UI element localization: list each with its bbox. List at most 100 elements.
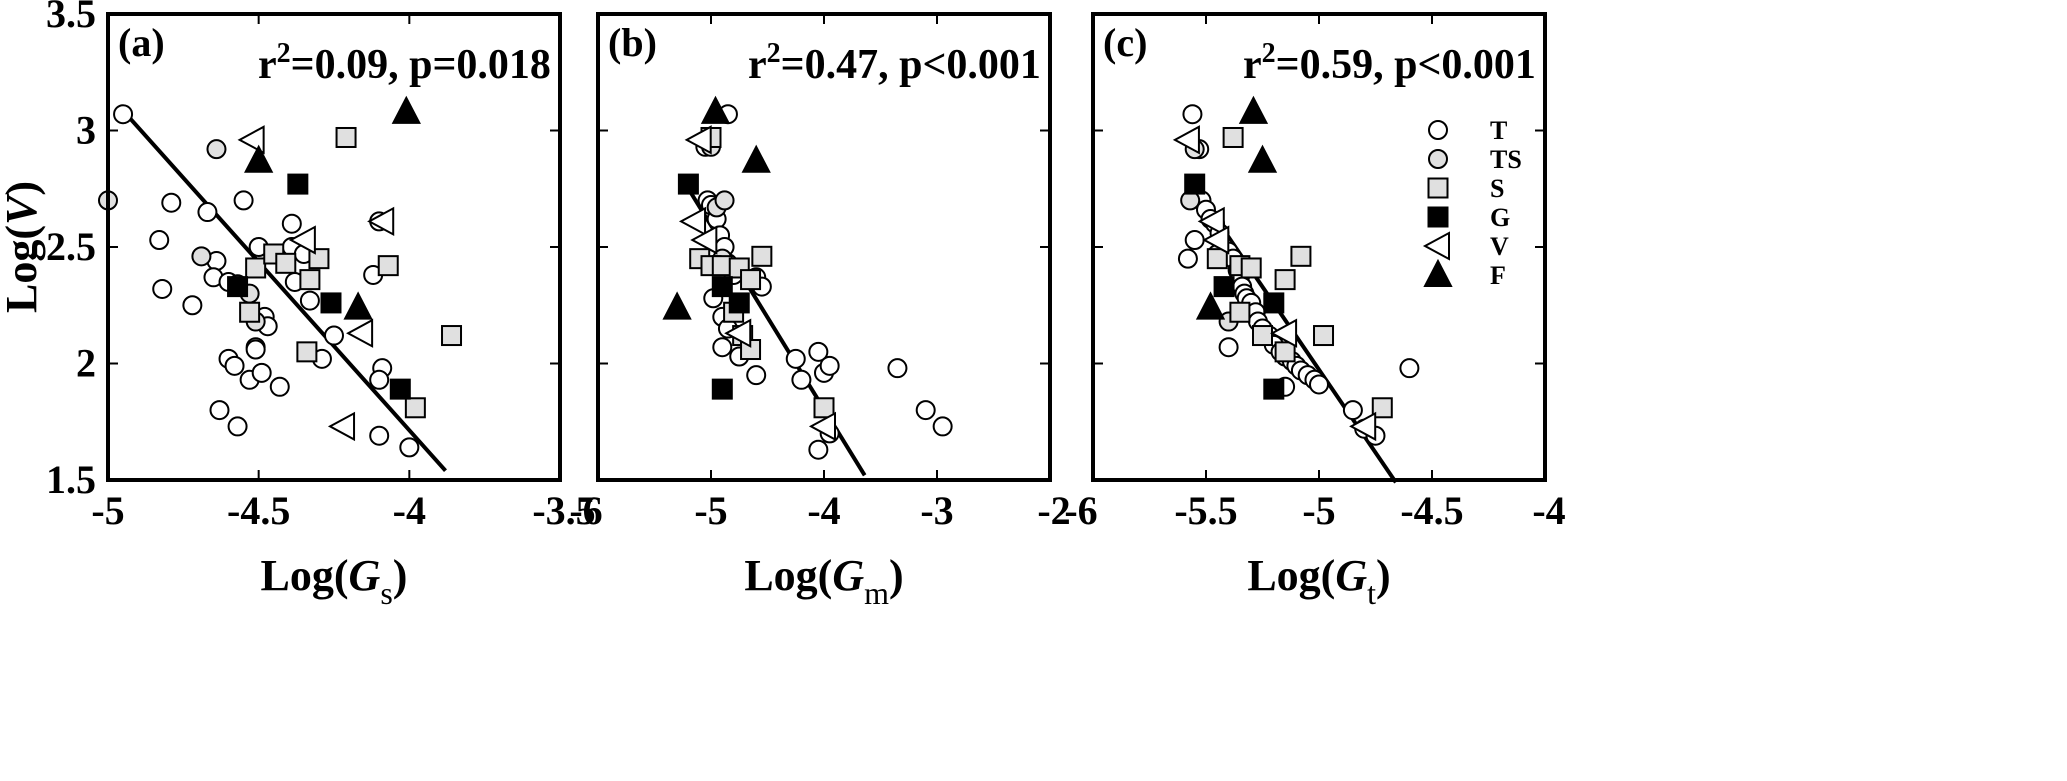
legend-label: T (1490, 116, 1507, 145)
x-tick-label: -4 (393, 488, 426, 533)
stat-r: r (748, 42, 767, 88)
point-v (808, 411, 836, 442)
x-tick-label: -3.5 (532, 488, 595, 533)
legend-marker-s (1427, 177, 1449, 199)
stat-text: =0.47, p<0.001 (781, 42, 1041, 88)
point-t (1177, 248, 1198, 269)
point-v (678, 206, 707, 237)
point-s (1313, 325, 1335, 347)
point-t (299, 290, 320, 311)
point-v (1172, 125, 1200, 155)
point-t (399, 437, 420, 458)
point-t (152, 278, 173, 299)
point-t (324, 325, 344, 346)
point-v (346, 318, 374, 348)
point-g (677, 173, 699, 195)
point-f (244, 144, 274, 173)
x-tick-label: -5.5 (1174, 488, 1237, 533)
x-tick-label: -4 (1532, 488, 1565, 533)
stat-text: =0.09, p=0.018 (291, 42, 551, 88)
plot-frame (1091, 12, 1547, 482)
point-s (404, 397, 426, 419)
point-t (785, 348, 806, 369)
plot-frame (596, 12, 1052, 482)
point-v (690, 225, 718, 255)
point-f (1238, 95, 1269, 124)
point-s (1222, 126, 1244, 148)
y-tick-label: 1.5 (46, 457, 96, 502)
point-t (791, 369, 812, 390)
point-s (751, 245, 773, 267)
legend-label: F (1490, 261, 1506, 290)
stat-annotation: r2=0.59, p<0.001 (1243, 38, 1536, 88)
legend-marker-g (1427, 206, 1449, 228)
legend-marker-t (1428, 120, 1448, 140)
x-tick-label: -6 (569, 488, 602, 533)
point-v (237, 125, 265, 155)
x-axis-title: Log(Gs) (261, 551, 408, 611)
point-g (320, 292, 342, 314)
point-f (662, 291, 692, 320)
point-v (327, 411, 356, 442)
legend-label: V (1490, 232, 1509, 261)
y-tick-label: 3 (76, 108, 96, 153)
point-t (1182, 104, 1203, 125)
x-tick-label: -5 (91, 488, 124, 533)
point-t (224, 355, 245, 376)
stat-sup: 2 (767, 38, 781, 69)
point-g (1184, 173, 1206, 195)
stat-annotation: r2=0.09, p=0.018 (258, 38, 551, 88)
y-axis-title: Log(V) (0, 181, 46, 313)
series-v (678, 125, 836, 442)
panel-label: (a) (118, 20, 165, 65)
stat-sup: 2 (1262, 38, 1276, 69)
point-g (389, 378, 411, 400)
point-g (287, 173, 309, 195)
x-axis-title: Log(Gm) (744, 551, 903, 611)
series-f (662, 95, 771, 320)
x-tick-label: -3 (920, 488, 953, 533)
point-s (1290, 245, 1312, 267)
point-t (227, 416, 248, 437)
point-s (813, 397, 835, 419)
panel-label: (c) (1103, 20, 1147, 65)
point-t (197, 202, 218, 223)
point-t (182, 295, 203, 316)
point-s (299, 269, 321, 291)
point-v (288, 225, 316, 255)
series-g (227, 173, 411, 400)
point-v (1270, 318, 1298, 348)
x-tick-label: -2 (1037, 488, 1070, 533)
point-t (113, 104, 134, 125)
stat-r: r (1243, 42, 1262, 88)
point-v (724, 318, 752, 348)
point-v (1197, 206, 1225, 237)
point-t (369, 369, 390, 390)
point-g (711, 276, 733, 298)
point-f (1195, 291, 1226, 320)
point-v (684, 125, 712, 155)
point-f (1247, 144, 1278, 173)
point-f (391, 95, 421, 124)
point-t (1399, 358, 1420, 379)
point-s (1252, 325, 1273, 347)
stat-annotation: r2=0.47, p<0.001 (748, 38, 1041, 88)
panel-c: -6 -5.5 -5 -4.5 -4 (c) r2=0.59, p<0.001 Log(Gt)… (1064, 12, 1566, 611)
panel-b: -6 -5 -4 -3 -2 (b) r2=0.47, p<0.001 Log(Gm) (569, 12, 1071, 611)
series-s (239, 126, 463, 419)
point-t (281, 213, 302, 234)
point-t (1218, 337, 1239, 358)
point-s (335, 126, 357, 148)
point-s (441, 325, 463, 347)
point-s (308, 248, 330, 270)
point-ts (714, 190, 735, 211)
x-tick-label: -4 (807, 488, 840, 533)
series-s (1206, 126, 1393, 419)
point-t (932, 416, 953, 437)
panel-a: -5 -4.5 -4 -3.51.522.533.5(a) r2=0.09, p=0.0… (0, 0, 596, 611)
point-s (296, 341, 318, 363)
series-s (689, 126, 835, 419)
point-g (1263, 378, 1285, 400)
series-t (113, 104, 420, 458)
